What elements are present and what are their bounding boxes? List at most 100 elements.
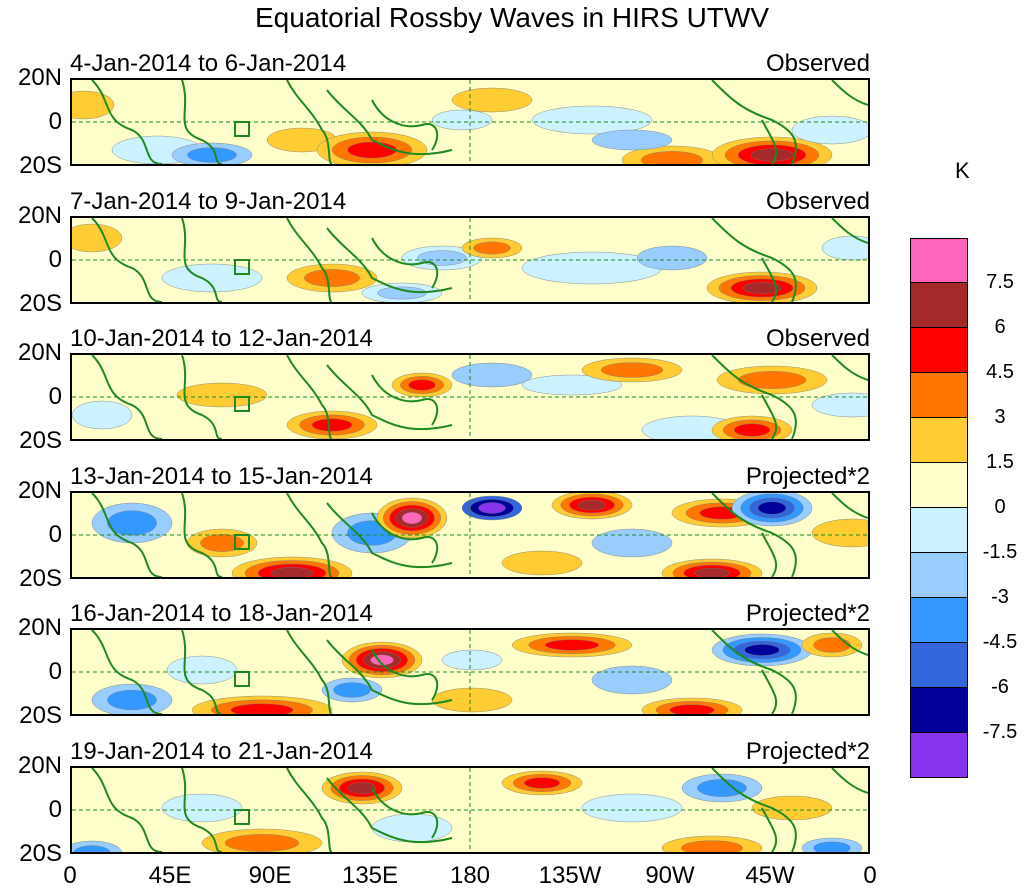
anomaly-contour <box>577 499 607 510</box>
colorbar-swatch <box>910 418 968 463</box>
anomaly-contour <box>501 550 583 575</box>
anomaly-contour <box>742 281 782 294</box>
anomaly-contour <box>431 687 513 713</box>
coastline <box>831 355 868 381</box>
panel-kind: Projected*2 <box>745 462 870 490</box>
coastline <box>371 99 439 151</box>
colorbar-unit: K <box>955 158 970 183</box>
panel-kind: Observed <box>765 50 870 77</box>
latitude-label: 20N <box>17 339 62 366</box>
anomaly-contour <box>581 793 683 822</box>
coastline <box>371 787 439 839</box>
latitude-label: 0 <box>48 245 62 273</box>
colorbar-swatch <box>910 238 968 283</box>
coastline <box>761 807 778 852</box>
colorbar-label: 4.5 <box>986 361 1014 383</box>
anomaly-contour <box>176 382 268 408</box>
colorbar-swatch <box>910 688 968 733</box>
coastline <box>326 364 453 431</box>
longitude-label: 135E <box>341 862 399 889</box>
panel-date-range: 13-Jan-2014 to 15-Jan-2014 <box>70 462 373 490</box>
anomaly-contour <box>377 286 427 299</box>
coastline <box>91 217 163 302</box>
colorbar <box>910 238 968 778</box>
anomaly-contour <box>694 567 730 577</box>
anomaly-contour <box>811 518 868 547</box>
coastline <box>831 80 868 106</box>
anomaly-contour <box>681 839 743 852</box>
latitude-label: 20S <box>19 564 62 592</box>
longitude-label: 180 <box>449 862 491 889</box>
coastline <box>91 492 163 577</box>
anomaly-map <box>70 765 870 854</box>
latitude-label: 0 <box>48 520 62 548</box>
panel-kind: Projected*2 <box>745 600 870 627</box>
anomaly-contour <box>451 87 533 113</box>
colorbar-swatch <box>910 553 968 598</box>
panel-date-range: 4-Jan-2014 to 6-Jan-2014 <box>70 50 347 77</box>
anomaly-field <box>72 217 868 302</box>
anomaly-contour <box>811 392 868 418</box>
latitude-label: 20S <box>19 427 62 454</box>
anomaly-field <box>72 492 868 577</box>
panel-kind: Observed <box>765 325 870 352</box>
coastline <box>371 512 439 564</box>
coastline <box>181 217 223 302</box>
panel-date-range: 10-Jan-2014 to 12-Jan-2014 <box>70 325 373 352</box>
panel-kind: Projected*2 <box>745 737 870 765</box>
anomaly-contour <box>751 795 833 820</box>
latitude-label: 20S <box>19 702 62 729</box>
latitude-label: 0 <box>48 795 62 823</box>
colorbar-label: -6 <box>991 676 1009 698</box>
anomaly-contour <box>669 704 715 714</box>
anomaly-contour <box>451 362 533 388</box>
colorbar-label: 1.5 <box>986 451 1014 473</box>
coastline <box>831 217 868 244</box>
anomaly-contour <box>161 793 243 822</box>
coastline <box>761 669 778 714</box>
anomaly-contour <box>750 148 794 162</box>
coastline <box>91 630 163 714</box>
colorbar-swatch <box>910 328 968 373</box>
coastline <box>91 355 163 439</box>
anomaly-contour <box>478 501 506 514</box>
coastline <box>761 257 778 302</box>
coastline <box>761 532 778 577</box>
anomaly-map <box>70 78 870 166</box>
anomaly-map <box>70 490 870 579</box>
anomaly-contour <box>347 781 377 794</box>
anomaly-contour <box>408 379 436 391</box>
anomaly-contour <box>813 637 851 653</box>
anomaly-contour <box>441 649 503 671</box>
anomaly-contour <box>791 115 868 145</box>
colorbar-swatch <box>910 643 968 688</box>
latitude-label: 0 <box>48 658 62 685</box>
anomaly-contour <box>521 374 623 396</box>
latitude-label: 0 <box>48 383 62 410</box>
anomaly-contour <box>734 423 770 437</box>
latitude-label: 20N <box>17 201 62 229</box>
coastline <box>761 119 778 164</box>
anomaly-contour <box>737 371 807 389</box>
coastline <box>711 630 797 714</box>
anomaly-contour <box>166 655 238 685</box>
anomaly-contour <box>224 833 300 852</box>
anomaly-contour <box>230 703 294 714</box>
anomaly-contour <box>591 129 673 151</box>
figure-title: Equatorial Rossby Waves in HIRS UTWV <box>255 2 769 33</box>
latitude-label: 20N <box>17 614 62 641</box>
coastline <box>181 630 223 714</box>
coastline <box>371 374 439 426</box>
anomaly-contour <box>431 109 493 131</box>
anomaly-contour <box>371 813 453 842</box>
anomaly-contour <box>641 151 703 164</box>
coastline <box>286 355 333 439</box>
coastline <box>286 630 333 714</box>
anomaly-contour <box>304 268 360 287</box>
longitude-label: 0 <box>863 862 877 889</box>
anomaly-contour <box>601 362 663 378</box>
coastline <box>711 217 797 302</box>
colorbar-label: -3 <box>991 586 1009 608</box>
anomaly-contour <box>531 105 653 135</box>
coastline <box>831 492 868 519</box>
